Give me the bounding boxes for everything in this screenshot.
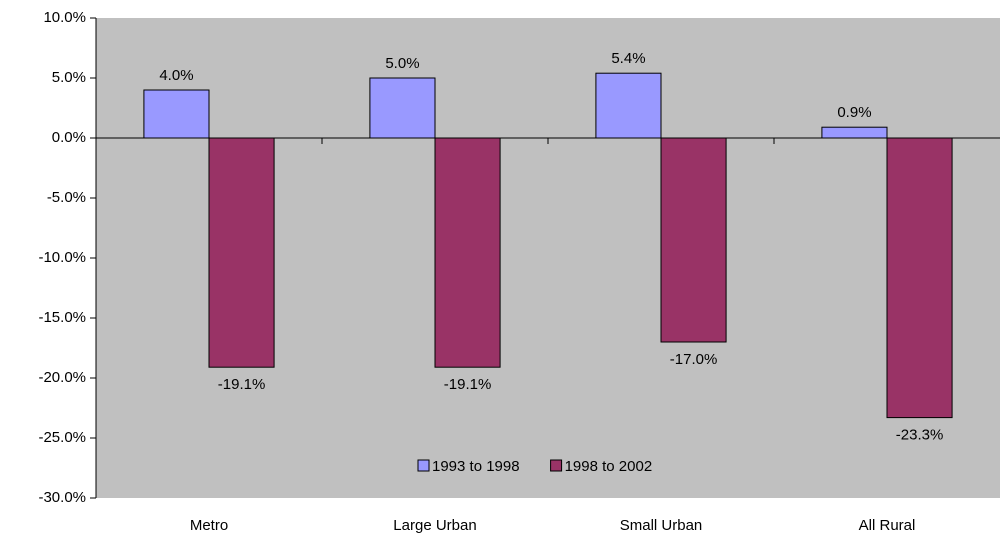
- legend-swatch: [550, 459, 563, 472]
- bar: [821, 126, 888, 139]
- y-tick-label: -20.0%: [38, 369, 86, 386]
- data-label: 5.4%: [611, 50, 645, 67]
- bar: [660, 137, 727, 343]
- y-tick-label: 5.0%: [52, 69, 86, 86]
- data-label: -19.1%: [444, 376, 492, 393]
- bar: [434, 137, 501, 368]
- bar: [886, 137, 953, 419]
- y-tick-label: -30.0%: [38, 489, 86, 506]
- x-tick-label: All Rural: [859, 517, 916, 534]
- data-label: -17.0%: [670, 351, 718, 368]
- legend-swatch: [417, 459, 430, 472]
- legend-label: 1998 to 2002: [565, 458, 653, 475]
- x-tick-label: Small Urban: [620, 517, 703, 534]
- data-label: 0.9%: [837, 104, 871, 121]
- x-tick-label: Metro: [190, 517, 228, 534]
- bar: [143, 89, 210, 139]
- data-label: -19.1%: [218, 376, 266, 393]
- bar: [208, 137, 275, 368]
- bar: [369, 77, 436, 139]
- y-tick-label: 10.0%: [43, 9, 86, 26]
- y-tick-label: -25.0%: [38, 429, 86, 446]
- bar: [595, 72, 662, 139]
- y-tick-label: -10.0%: [38, 249, 86, 266]
- data-label: 4.0%: [159, 67, 193, 84]
- y-tick-label: -5.0%: [47, 189, 86, 206]
- legend-label: 1993 to 1998: [432, 458, 520, 475]
- y-tick-label: -15.0%: [38, 309, 86, 326]
- data-label: 5.0%: [385, 55, 419, 72]
- x-tick-label: Large Urban: [393, 517, 476, 534]
- data-label: -23.3%: [896, 427, 944, 444]
- y-tick-label: 0.0%: [52, 129, 86, 146]
